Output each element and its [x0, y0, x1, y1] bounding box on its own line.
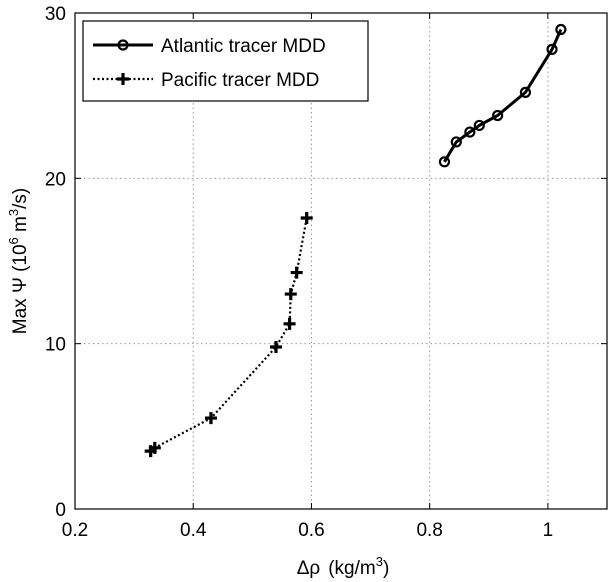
- series-line: [443, 28, 563, 163]
- x-tick-label: 0.6: [298, 520, 324, 541]
- data-point: [283, 317, 296, 330]
- data-point: [148, 441, 161, 454]
- data-point: [204, 412, 217, 425]
- x-tick-label: 0.2: [62, 520, 88, 541]
- legend: Atlantic tracer MDD Pacific tracer MDD: [82, 20, 369, 102]
- data-point: [438, 156, 451, 168]
- y-tick-label: 30: [45, 4, 66, 25]
- data-point: [546, 43, 558, 55]
- y-tick-label: 0: [55, 500, 66, 521]
- legend-marker: [117, 39, 129, 51]
- plot-frame: [74, 12, 608, 510]
- y-tick-label: 20: [45, 169, 66, 190]
- y-tick-label: 10: [45, 335, 66, 356]
- legend-label: Pacific tracer MDD: [161, 70, 319, 91]
- data-point: [450, 136, 462, 148]
- data-point: [473, 119, 485, 132]
- data-point: [284, 288, 297, 301]
- legend-box: [82, 20, 369, 102]
- legend-item: Pacific tracer MDD: [93, 70, 319, 91]
- series-line: [150, 217, 308, 452]
- legend-item: Atlantic tracer MDD: [93, 36, 326, 57]
- data-point: [519, 86, 532, 98]
- legend-marker: [117, 73, 129, 85]
- data-point: [464, 126, 476, 138]
- legend-label: Atlantic tracer MDD: [161, 36, 326, 57]
- x-tick-label: 0.8: [416, 520, 442, 541]
- series-layer: [144, 23, 567, 458]
- data-point: [269, 340, 282, 353]
- series-pacific: [144, 212, 313, 458]
- x-axis-label: Δρ (kg/m3): [297, 554, 390, 579]
- data-point: [555, 23, 567, 36]
- data-point: [290, 266, 303, 279]
- y-axis-label: Max Ψ (106 m3/s): [6, 188, 31, 334]
- x-tick-label: 0.4: [180, 520, 207, 541]
- data-point: [300, 212, 313, 225]
- series-atlantic: [438, 23, 567, 168]
- grid-lines: [75, 13, 607, 509]
- x-tick-label: 1: [543, 520, 554, 541]
- data-point: [492, 109, 504, 122]
